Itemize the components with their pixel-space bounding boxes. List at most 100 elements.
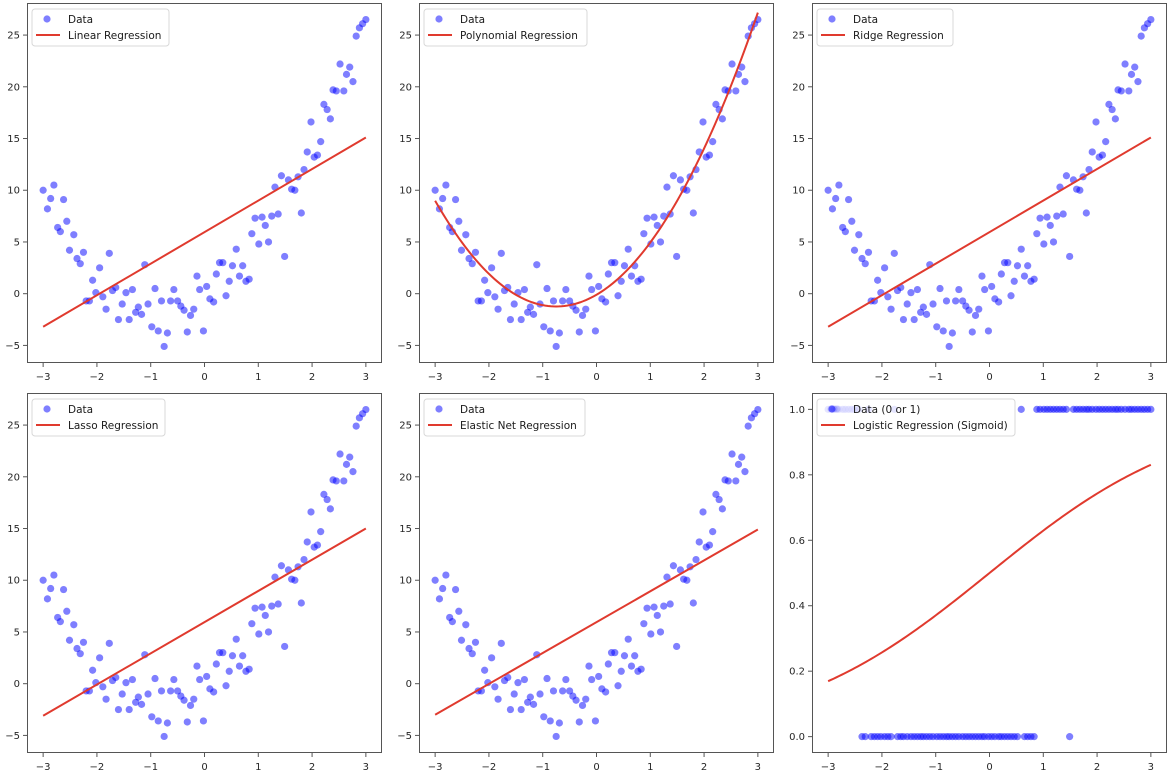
- data-point: [39, 186, 47, 194]
- y-tick-label: 1.0: [789, 405, 805, 416]
- data-point: [506, 315, 515, 324]
- data-point: [352, 32, 360, 40]
- data-point: [442, 571, 450, 579]
- data-point: [504, 673, 512, 682]
- legend-label-fit: Polynomial Regression: [460, 30, 578, 42]
- data-point: [903, 300, 911, 308]
- data-point: [881, 264, 889, 272]
- data-point: [582, 695, 590, 703]
- data-point: [170, 675, 178, 684]
- data-point: [137, 700, 146, 708]
- data-point: [1105, 100, 1113, 108]
- data-point: [732, 477, 740, 485]
- data-point: [303, 148, 311, 156]
- data-point: [922, 310, 931, 318]
- x-tick-label: −2: [482, 372, 497, 383]
- data-point: [219, 649, 227, 657]
- data-point: [342, 70, 351, 78]
- data-point: [451, 195, 460, 204]
- data-point: [1030, 733, 1038, 741]
- data-point: [559, 297, 567, 305]
- data-point: [163, 329, 171, 337]
- data-point: [258, 603, 266, 611]
- y-tick-label: 5: [14, 627, 20, 638]
- data-point: [968, 328, 976, 336]
- data-point: [255, 630, 263, 638]
- x-tick-label: −2: [875, 762, 890, 773]
- data-point: [297, 599, 305, 607]
- data-point: [114, 315, 123, 324]
- data-point: [99, 683, 107, 691]
- data-point: [494, 695, 502, 703]
- x-tick-label: 3: [363, 372, 369, 383]
- data-point: [163, 719, 171, 727]
- data-point: [79, 248, 88, 256]
- data-point: [546, 717, 554, 725]
- data-point: [494, 305, 502, 313]
- data-point: [297, 209, 305, 217]
- x-tick-label: 0: [201, 372, 207, 383]
- data-point: [239, 652, 247, 660]
- data-point: [907, 289, 915, 297]
- y-tick-label: 10: [399, 576, 412, 587]
- data-point: [457, 636, 466, 644]
- legend-label-data: Data: [68, 14, 93, 26]
- legend-box: [31, 8, 170, 47]
- data-point: [540, 713, 548, 721]
- data-point: [232, 635, 240, 643]
- data-point: [154, 717, 162, 725]
- data-point: [160, 342, 168, 351]
- data-point: [59, 585, 68, 594]
- data-point: [540, 323, 548, 331]
- data-point: [323, 495, 331, 504]
- data-point: [96, 264, 104, 272]
- data-point: [572, 306, 580, 314]
- data-point: [1098, 151, 1107, 159]
- data-point: [984, 327, 993, 335]
- y-tick-label: 10: [399, 186, 412, 197]
- data-point: [1127, 70, 1136, 78]
- data-point: [520, 675, 529, 684]
- data-point: [352, 422, 360, 430]
- y-tick-label: 10: [792, 186, 805, 197]
- data-point: [1013, 262, 1022, 270]
- subplot-ridge-regression: −3 −2 −1 0 1 2 3 −5 0 5 10 15 20 25 Data Ridge Regres…: [790, 3, 1167, 383]
- x-tick-label: 3: [1148, 762, 1154, 773]
- data-point: [148, 323, 156, 331]
- data-point: [666, 600, 674, 608]
- data-point: [669, 562, 678, 570]
- data-point: [929, 300, 937, 308]
- data-point: [673, 252, 681, 261]
- data-point: [47, 194, 55, 203]
- data-point: [105, 249, 113, 257]
- x-tick-label: 2: [1094, 372, 1100, 383]
- data-point: [235, 662, 244, 670]
- data-point: [1082, 209, 1090, 217]
- data-point: [1137, 32, 1145, 40]
- axes-frame: [27, 393, 382, 753]
- data-point: [43, 205, 52, 213]
- data-point: [647, 630, 655, 638]
- x-tick-label: 3: [755, 762, 761, 773]
- x-tick-label: −1: [535, 372, 550, 383]
- data-point: [228, 652, 237, 660]
- x-tick-label: −3: [36, 762, 51, 773]
- data-point: [264, 238, 273, 246]
- data-point: [591, 717, 600, 725]
- data-point: [1040, 240, 1048, 248]
- data-point: [1134, 78, 1142, 86]
- data-point: [455, 217, 463, 225]
- fit-line: [827, 136, 1152, 328]
- x-tick-label: −1: [143, 762, 158, 773]
- data-point: [199, 717, 208, 725]
- data-point: [1036, 214, 1044, 222]
- y-tick-label: 10: [7, 186, 20, 197]
- data-point: [832, 194, 840, 203]
- data-point: [617, 277, 625, 285]
- data-point: [451, 585, 460, 594]
- data-point: [562, 285, 570, 294]
- legend-label-data: Data: [68, 404, 93, 416]
- legend-label-fit: Ridge Regression: [853, 30, 944, 42]
- data-point: [271, 573, 279, 581]
- data-point: [248, 230, 256, 238]
